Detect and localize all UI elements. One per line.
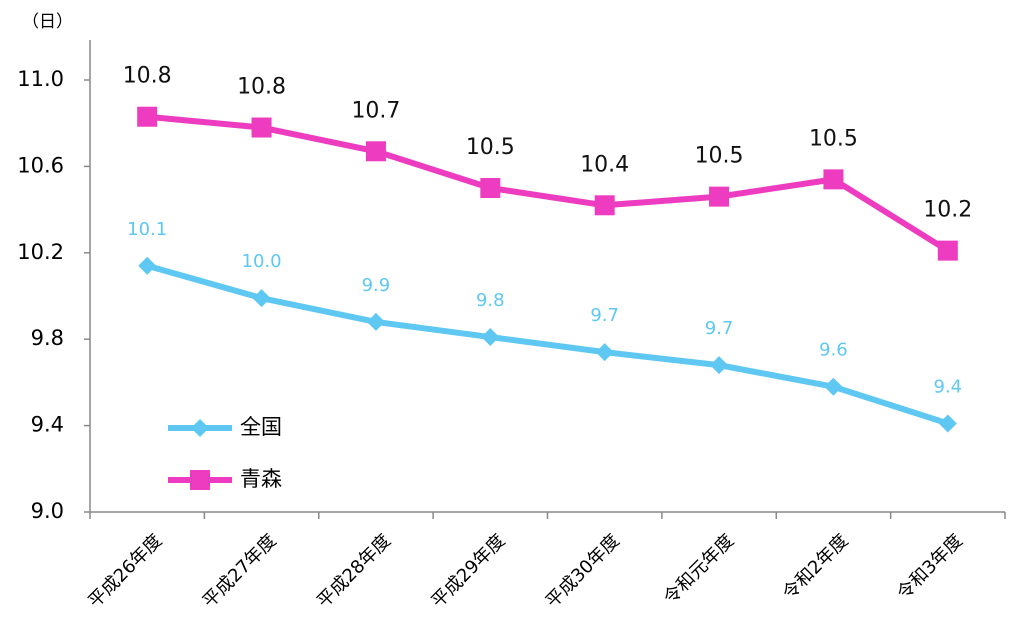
- y-tick-label: 9.8: [31, 326, 64, 350]
- legend-label: 全国: [240, 415, 282, 439]
- y-tick-label: 10.2: [17, 240, 64, 264]
- marker: [481, 328, 500, 347]
- data-label: 9.9: [362, 275, 391, 296]
- data-label: 10.7: [351, 98, 400, 123]
- x-tick-label: 平成27年度: [199, 530, 281, 612]
- x-tick-label: 令和2年度: [779, 530, 853, 604]
- data-label: 10.1: [127, 219, 167, 240]
- data-label: 10.5: [695, 144, 744, 169]
- marker: [595, 343, 614, 362]
- line: [146, 262, 949, 427]
- data-label: 10.2: [923, 198, 972, 223]
- data-label: 9.8: [476, 290, 505, 311]
- marker: [191, 419, 209, 437]
- marker: [137, 106, 158, 127]
- marker: [366, 312, 385, 331]
- data-label: 10.8: [123, 64, 172, 89]
- marker: [823, 169, 844, 190]
- x-tick-label: 平成26年度: [84, 530, 166, 612]
- line: [146, 113, 950, 254]
- x-tick-label: 平成30年度: [542, 530, 624, 612]
- data-label: 10.5: [809, 126, 858, 151]
- x-tick-label: 平成29年度: [427, 530, 509, 612]
- data-label: 9.7: [705, 318, 734, 339]
- y-tick-label: 11.0: [17, 67, 64, 91]
- x-tick-label: 令和3年度: [893, 530, 967, 604]
- y-tick-label: 10.6: [17, 153, 64, 177]
- marker: [938, 414, 957, 433]
- marker: [937, 240, 958, 261]
- data-label: 10.5: [466, 135, 515, 160]
- y-tick-label: 9.0: [31, 499, 64, 523]
- marker: [709, 186, 730, 207]
- marker: [480, 178, 501, 198]
- x-tick-label: 令和元年度: [660, 530, 738, 608]
- data-label: 9.7: [590, 305, 619, 326]
- marker: [365, 141, 386, 162]
- marker: [138, 256, 157, 275]
- y-axis-label: （日）: [22, 12, 73, 32]
- marker: [251, 117, 272, 138]
- marker: [710, 356, 729, 375]
- marker: [190, 470, 210, 490]
- marker: [252, 289, 271, 308]
- y-tick-label: 9.4: [31, 413, 64, 437]
- data-label: 9.4: [933, 376, 962, 397]
- marker: [594, 195, 615, 216]
- x-tick-label: 平成28年度: [313, 530, 395, 612]
- data-label: 9.6: [819, 340, 848, 361]
- data-label: 10.4: [580, 152, 629, 177]
- data-label: 10.0: [242, 251, 282, 272]
- marker: [824, 377, 843, 396]
- legend-label: 青森: [240, 467, 282, 491]
- data-label: 10.8: [237, 75, 286, 100]
